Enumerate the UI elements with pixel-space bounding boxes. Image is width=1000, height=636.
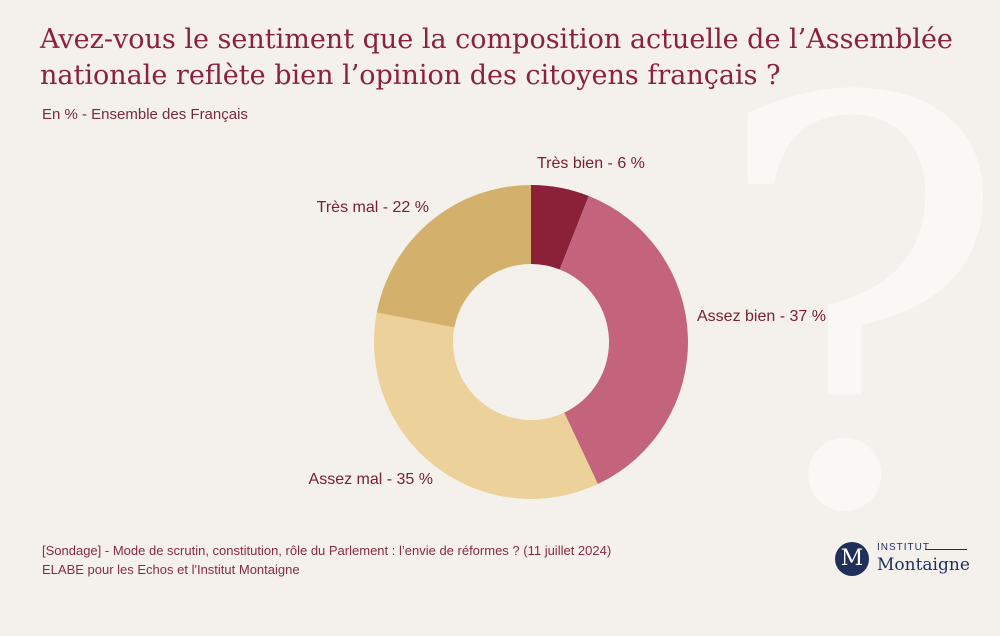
slice-assez-mal [374, 312, 598, 499]
chart-title: Avez-vous le sentiment que la compositio… [40, 24, 953, 91]
label-tres-mal: Très mal - 22 % [317, 199, 429, 216]
slice-assez-bien [559, 196, 688, 485]
chart-subtitle: En % - Ensemble des Français [42, 106, 248, 123]
slice-tres-mal [376, 185, 531, 328]
logo-divider [925, 549, 967, 550]
label-assez-mal: Assez mal - 35 % [309, 471, 433, 488]
donut-chart: Très bien - 6 % Assez bien - 37 % Assez ma… [309, 155, 826, 499]
source-line-2: ELABE pour les Echos et l'Institut Monta… [42, 562, 300, 577]
logo-top-text: INSTITUT [877, 542, 930, 553]
background-question-mark: ? [709, 0, 1000, 636]
donut-labels: Très bien - 6 % Assez bien - 37 % Assez ma… [309, 155, 826, 488]
institut-montaigne-logo: M INSTITUT Montaigne [835, 540, 970, 580]
source-line-1: [Sondage] - Mode de scrutin, constitutio… [42, 543, 612, 558]
logo-badge-icon: M [835, 542, 869, 576]
slice-tres-bien [531, 185, 589, 270]
label-assez-bien: Assez bien - 37 % [697, 308, 826, 325]
donut-slices [374, 185, 688, 499]
logo-bottom-text: Montaigne [877, 555, 970, 575]
label-tres-bien: Très bien - 6 % [537, 155, 645, 172]
source-footer: [Sondage] - Mode de scrutin, constitutio… [42, 541, 611, 579]
